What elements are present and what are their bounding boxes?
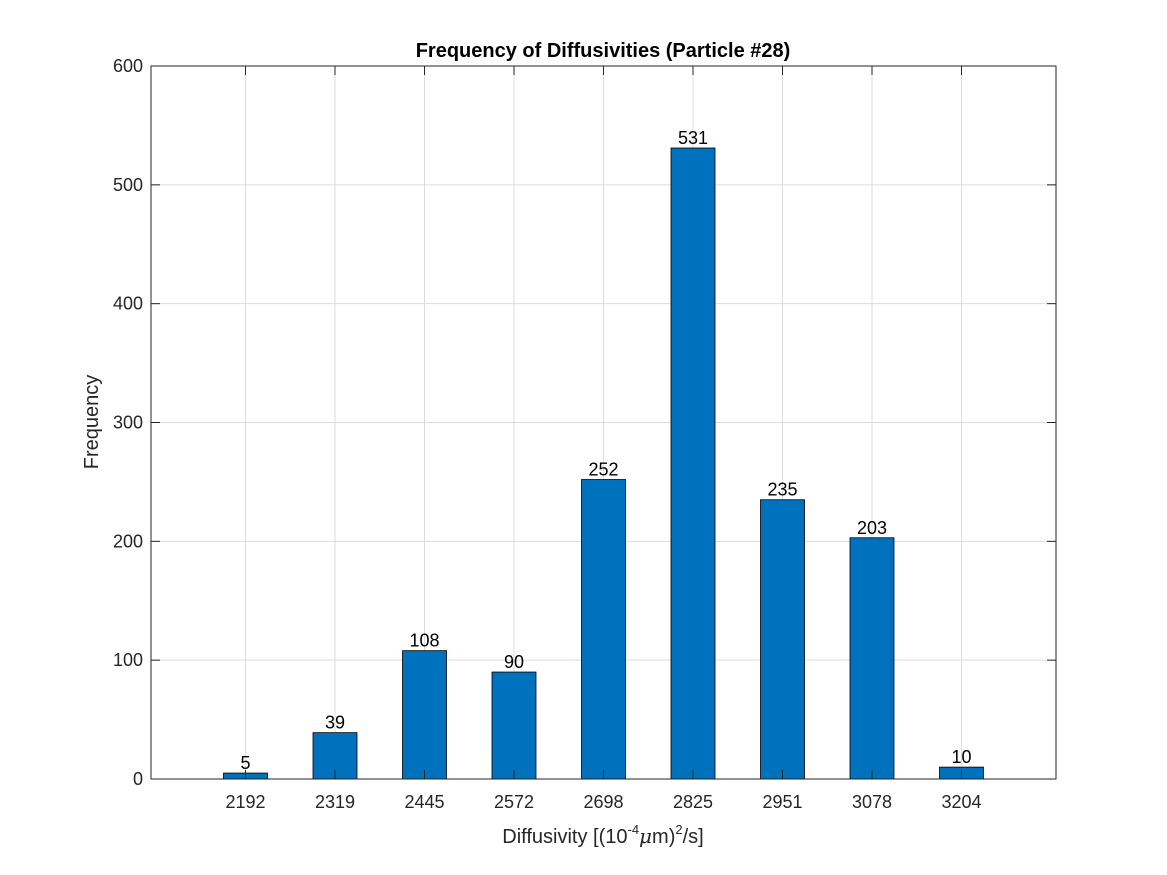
bars [223, 147, 984, 780]
data-labels: 5 39 108 90 252 531 235 203 10 [240, 128, 971, 773]
x-tick-label: 2192 [225, 792, 265, 812]
y-tick-label: 400 [113, 294, 143, 314]
y-tick-label: 500 [113, 175, 143, 195]
y-tick-label: 200 [113, 531, 143, 551]
bar [760, 499, 805, 780]
x-axis-label-exponent-1: -4 [627, 822, 639, 837]
x-axis-label-prefix: Diffusivity [(10 [502, 826, 627, 848]
ticks [151, 65, 1056, 780]
x-axis-label-mu: μ [639, 824, 652, 848]
y-tick-label: 0 [133, 769, 143, 789]
y-tick-labels: 0 100 200 300 400 500 600 [113, 56, 143, 789]
x-tick-labels: 2192 2319 2445 2572 2698 2825 2951 3078 3204 [225, 792, 981, 812]
bar [670, 147, 716, 780]
bar-value-label: 90 [504, 652, 524, 672]
x-axis-label-exponent-2: 2 [675, 822, 682, 837]
bar-value-label: 531 [678, 128, 708, 148]
x-tick-label: 2825 [673, 792, 713, 812]
bar [581, 479, 626, 780]
x-axis-label: Diffusivity [(10-4μm)2/s] [502, 822, 703, 848]
bar [849, 537, 895, 780]
bar-value-label: 39 [325, 713, 345, 733]
bar-value-label: 5 [240, 753, 250, 773]
bar-value-label: 203 [857, 518, 887, 538]
x-axis-label-mid: m) [652, 826, 675, 848]
y-tick-label: 100 [113, 650, 143, 670]
x-tick-label: 2572 [494, 792, 534, 812]
x-tick-label: 2698 [583, 792, 623, 812]
x-tick-label: 2445 [404, 792, 444, 812]
bar-value-label: 108 [409, 631, 439, 651]
x-tick-label: 2319 [315, 792, 355, 812]
bar-value-label: 10 [951, 747, 971, 767]
bar-value-label: 252 [588, 460, 618, 480]
bar [491, 671, 537, 780]
x-tick-label: 2951 [762, 792, 802, 812]
bar [402, 650, 447, 780]
y-tick-label: 300 [113, 413, 143, 433]
x-tick-label: 3078 [852, 792, 892, 812]
y-tick-label: 600 [113, 56, 143, 76]
y-axis-label: Frequency [81, 375, 103, 470]
bar-value-label: 235 [767, 480, 797, 500]
chart-title: Frequency of Diffusivities (Particle #28… [416, 40, 791, 62]
x-tick-label: 3204 [941, 792, 981, 812]
x-axis-label-suffix: /s] [683, 826, 704, 848]
